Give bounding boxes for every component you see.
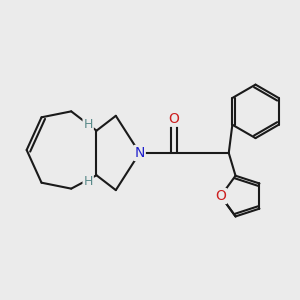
- Text: O: O: [215, 189, 226, 203]
- Text: N: N: [134, 146, 145, 160]
- Text: O: O: [168, 112, 179, 126]
- Text: H: H: [83, 118, 93, 130]
- Text: H: H: [83, 175, 93, 188]
